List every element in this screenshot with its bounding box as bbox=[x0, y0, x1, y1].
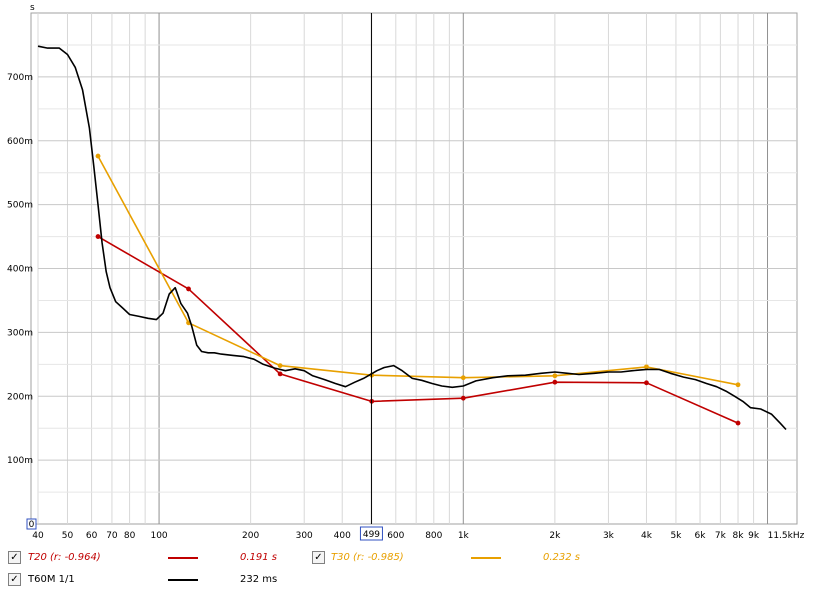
series-group bbox=[37, 45, 787, 431]
x-tick-label: 5k bbox=[670, 531, 682, 541]
x-tick-label: 200 bbox=[242, 531, 259, 541]
grid-lines bbox=[37, 13, 797, 524]
t30-point bbox=[95, 153, 101, 159]
x-tick-label: 1k bbox=[458, 531, 470, 541]
t30-point bbox=[552, 373, 558, 379]
y-tick-label: 700m bbox=[7, 73, 33, 83]
y-tick-label: 200m bbox=[7, 392, 33, 402]
cursor-label: 499 bbox=[363, 530, 380, 540]
x-tick-label: 4k bbox=[641, 531, 653, 541]
y-tick-label: 600m bbox=[7, 137, 33, 147]
x-tick-label: 50 bbox=[62, 531, 74, 541]
x-tick-label: 600 bbox=[387, 531, 404, 541]
y-tick-labels: 100m 200m 300m 400m 500m 600m 700m 0 bbox=[7, 73, 37, 530]
x-tick-label: 800 bbox=[425, 531, 442, 541]
x-tick-label: 3k bbox=[603, 531, 615, 541]
t30-legend-value: 0.232 s bbox=[543, 552, 581, 563]
t30-point bbox=[644, 364, 649, 370]
t20-legend-swatch bbox=[168, 557, 198, 559]
t60m-1-1-line bbox=[37, 45, 787, 431]
t60m-legend-swatch bbox=[168, 579, 198, 581]
x-tick-label: 9k bbox=[748, 531, 760, 541]
x-tick-label: 7k bbox=[715, 531, 727, 541]
x-tick-label: 80 bbox=[124, 531, 136, 541]
t20-point bbox=[95, 234, 101, 239]
x-tick-label: 100 bbox=[150, 531, 167, 541]
x-tick-label: 8k bbox=[733, 531, 745, 541]
t20-legend-value: 0.191 s bbox=[240, 552, 278, 563]
y-unit-label: s bbox=[30, 3, 35, 13]
t60m-checkbox[interactable]: ✓ bbox=[8, 573, 21, 586]
t30-legend-swatch bbox=[471, 557, 501, 559]
x-tick-label: 70 bbox=[106, 531, 118, 541]
t30-line bbox=[97, 155, 739, 386]
t60m-legend-value: 232 ms bbox=[240, 574, 278, 585]
t30-point bbox=[460, 375, 466, 381]
y-zero-label: 0 bbox=[29, 520, 35, 530]
t30-point bbox=[735, 382, 741, 388]
t20-point bbox=[735, 420, 741, 426]
x-tick-label: 6k bbox=[695, 531, 707, 541]
y-tick-label: 300m bbox=[7, 328, 33, 338]
t30-checkbox[interactable]: ✓ bbox=[312, 551, 325, 564]
y-tick-label: 100m bbox=[7, 456, 33, 466]
x-tick-label: 40 bbox=[32, 531, 44, 541]
y-tick-label: 400m bbox=[7, 265, 33, 275]
x-tick-label: 300 bbox=[296, 531, 313, 541]
t20-point bbox=[186, 286, 191, 292]
cursor-box bbox=[359, 526, 383, 541]
cursor[interactable]: 499 bbox=[359, 13, 383, 541]
t30-point bbox=[277, 363, 283, 368]
t20-point bbox=[644, 380, 649, 386]
y-tick-label: 500m bbox=[7, 201, 33, 211]
x-tick-label: 11.5kHz bbox=[768, 531, 805, 541]
t20-point bbox=[552, 379, 558, 385]
t60m-legend-label: T60M 1/1 bbox=[28, 574, 75, 585]
t20-point bbox=[460, 395, 466, 401]
x-tick-labels: 40 50 60 70 80 100 200 300 400 600 800 1k 2k 3k 4k 5k 6k… bbox=[32, 531, 804, 541]
x-tick-label: 400 bbox=[334, 531, 351, 541]
y-zero-box bbox=[26, 518, 37, 530]
t30-legend-label: T30 (r: -0.985) bbox=[331, 552, 404, 563]
t20-line bbox=[97, 235, 739, 424]
t20-point bbox=[277, 371, 283, 377]
x-tick-label: 60 bbox=[86, 531, 98, 541]
x-tick-label: 2k bbox=[549, 531, 561, 541]
t20-checkbox[interactable]: ✓ bbox=[8, 551, 21, 564]
t20-legend-label: T20 (r: -0.964) bbox=[28, 552, 101, 563]
